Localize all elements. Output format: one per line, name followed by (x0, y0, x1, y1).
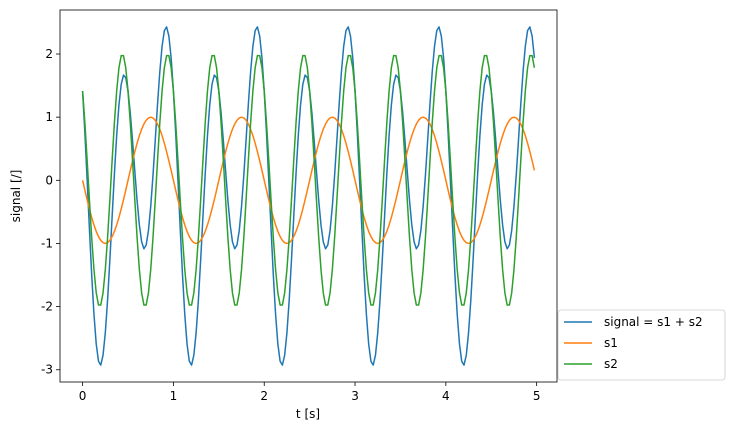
legend-label: s1 (604, 336, 618, 350)
series-line (81, 116, 536, 245)
series-line (81, 54, 536, 306)
x-axis-label: t [s] (296, 407, 320, 421)
y-tick-label: -2 (41, 300, 53, 314)
legend-box (557, 309, 726, 381)
x-tick-label: 0 (79, 389, 87, 403)
y-tick-label: -3 (41, 363, 53, 377)
plot-frame (59, 9, 558, 383)
legend-label: signal = s1 + s2 (604, 315, 703, 329)
legend-label: s2 (604, 357, 618, 371)
x-tick-label: 4 (442, 389, 450, 403)
y-tick-label: 0 (45, 173, 53, 187)
y-tick-label: 2 (45, 47, 53, 61)
x-tick-label: 5 (533, 389, 541, 403)
x-tick-label: 1 (170, 389, 178, 403)
y-tick-label: 1 (45, 110, 53, 124)
y-tick-label: -1 (41, 236, 53, 250)
x-tick-label: 2 (260, 389, 268, 403)
y-axis-label: signal [/] (9, 170, 23, 223)
x-tick-label: 3 (351, 389, 359, 403)
